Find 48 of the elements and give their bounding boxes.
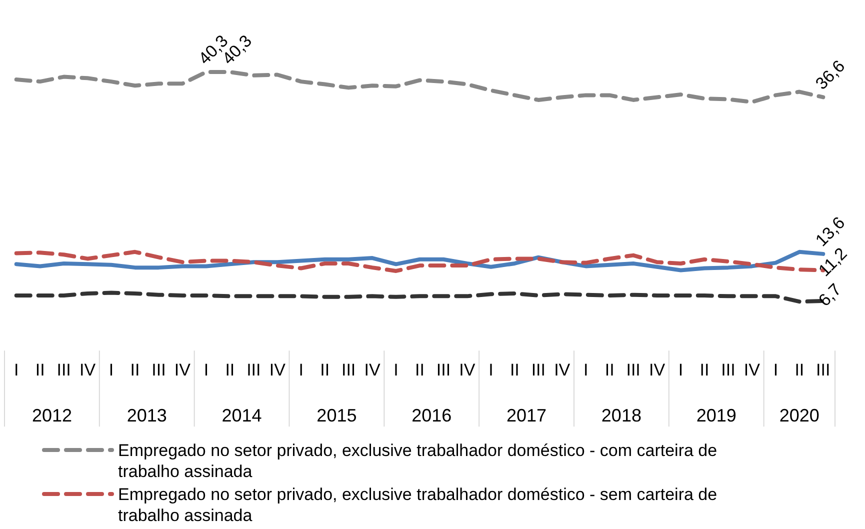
text: 2014 xyxy=(222,406,262,426)
x-tick-label: III xyxy=(152,360,166,380)
x-tick-label: II xyxy=(604,360,614,380)
text: 2018 xyxy=(601,406,642,426)
x-tick-label: II xyxy=(700,360,710,380)
data-label: 6,7 xyxy=(814,280,845,310)
x-tick-label: I xyxy=(773,360,778,380)
x-tick-label: I xyxy=(678,360,684,380)
x-tick-label: III xyxy=(246,360,261,380)
text: 2019 xyxy=(696,406,736,426)
x-tick-label: I xyxy=(204,360,209,380)
x-tick-label: III xyxy=(436,360,451,380)
x-tick-label: II xyxy=(794,360,804,380)
data-label: 36,6 xyxy=(812,56,849,94)
x-tick-label: IV xyxy=(459,360,476,380)
text: 2012 xyxy=(32,406,72,426)
x-tick-label: IV xyxy=(649,360,666,380)
legend-label: Empregado no setor privado, exclusive trabalhador doméstico - sem carteira de trabalho assinada xyxy=(118,484,718,526)
x-tick-label: I xyxy=(14,360,19,380)
x-tick-label: IV xyxy=(554,360,571,380)
text: 2015 xyxy=(316,406,357,426)
x-tick-label: II xyxy=(320,360,330,380)
text: 2013 xyxy=(126,406,167,426)
x-tick-label: IV xyxy=(80,360,96,380)
x-tick-label: III xyxy=(626,360,640,380)
x-tick-label: II xyxy=(415,360,424,380)
legend-label: Empregado no setor privado, exclusive trabalhador doméstico - com carteira de trabalho assinada xyxy=(118,440,718,482)
x-tick-label: IV xyxy=(744,360,761,380)
x-tick-label: I xyxy=(108,360,114,380)
x-tick-label: IV xyxy=(364,360,381,380)
x-tick-label: I xyxy=(488,360,494,380)
x-tick-label: IV xyxy=(174,360,192,380)
text: 2016 xyxy=(412,406,452,426)
x-tick-label: I xyxy=(394,360,398,380)
x-tick-label: II xyxy=(225,360,235,380)
x-tick-label: II xyxy=(130,360,140,380)
x-tick-label: III xyxy=(531,360,546,380)
x-tick-label: I xyxy=(583,360,588,380)
x-tick-label: III xyxy=(816,360,830,380)
x-tick-label: III xyxy=(341,360,356,380)
x-tick-label: II xyxy=(510,360,520,380)
x-tick-label: II xyxy=(35,360,45,380)
x-tick-label: III xyxy=(56,360,71,380)
x-tick-label: III xyxy=(721,360,736,380)
x-tick-label: I xyxy=(298,360,304,380)
x-tick-label: IV xyxy=(269,360,286,380)
text: 2017 xyxy=(506,406,547,426)
text: 2020 xyxy=(779,406,820,426)
